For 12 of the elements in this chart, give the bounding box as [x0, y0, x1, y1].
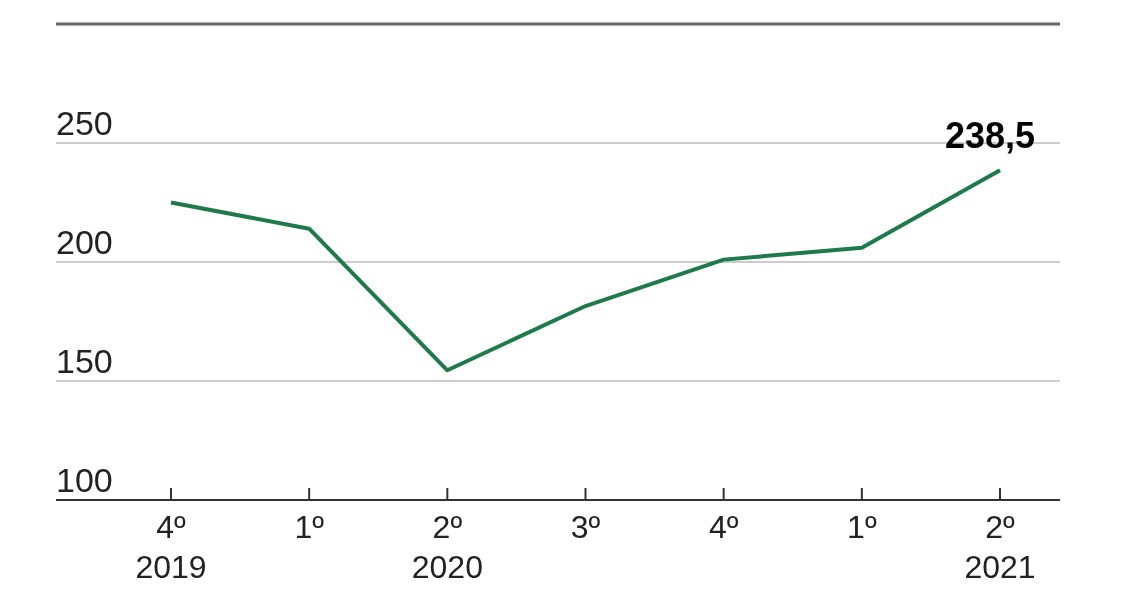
x-tick-label: 2º 2021 — [964, 509, 1036, 585]
y-tick-label: 250 — [56, 104, 113, 142]
y-tick-label: 200 — [56, 223, 113, 261]
y-tick-label: 100 — [56, 461, 113, 499]
x-tick-label: 4º — [708, 509, 739, 545]
data-label: 238,5 — [944, 115, 1036, 157]
x-tick-label: 4º 2019 — [135, 509, 207, 585]
y-tick-label: 150 — [56, 342, 113, 380]
x-tick-label: 3º — [570, 509, 601, 545]
x-tick-label: 1º — [847, 509, 877, 545]
x-tick-label: 2º 2020 — [411, 509, 483, 585]
x-tick-label: 1º — [294, 509, 325, 545]
